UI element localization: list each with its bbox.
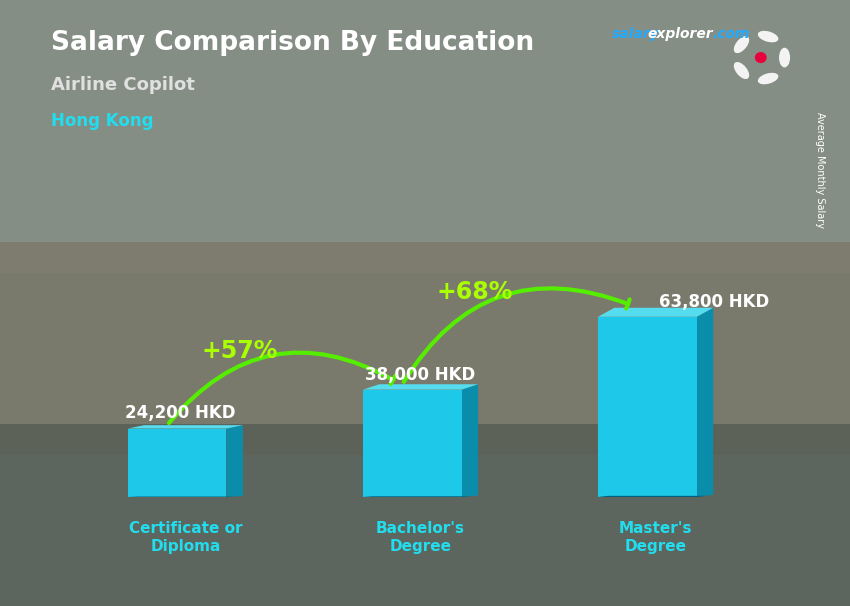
Text: +68%: +68% [437,280,513,304]
Text: explorer: explorer [648,27,713,41]
Polygon shape [363,496,472,497]
Text: Hong Kong: Hong Kong [51,112,154,130]
Polygon shape [598,496,706,497]
Polygon shape [697,308,713,497]
Text: Salary Comparison By Education: Salary Comparison By Education [51,30,534,56]
Text: Airline Copilot: Airline Copilot [51,76,195,94]
Polygon shape [128,428,226,497]
Polygon shape [128,425,243,428]
Text: +57%: +57% [201,339,278,363]
Circle shape [755,52,767,63]
Text: Master's
Degree: Master's Degree [619,521,693,554]
Bar [0,424,850,606]
Bar [0,242,850,454]
Ellipse shape [758,73,779,84]
Ellipse shape [779,48,790,67]
Polygon shape [598,317,697,497]
Bar [0,0,850,273]
Text: 38,000 HKD: 38,000 HKD [366,365,475,384]
Polygon shape [363,384,478,390]
Ellipse shape [758,31,779,42]
Text: .com: .com [712,27,750,41]
Text: Bachelor's
Degree: Bachelor's Degree [376,521,465,554]
Text: Average Monthly Salary: Average Monthly Salary [815,112,825,228]
Text: 24,200 HKD: 24,200 HKD [125,404,235,422]
Text: 63,800 HKD: 63,800 HKD [659,293,769,311]
Text: Certificate or
Diploma: Certificate or Diploma [128,521,242,554]
Text: salary: salary [612,27,660,41]
Polygon shape [226,425,243,497]
Polygon shape [363,390,462,497]
Ellipse shape [734,62,749,79]
Polygon shape [598,308,713,317]
Polygon shape [462,384,478,497]
Ellipse shape [734,36,749,53]
